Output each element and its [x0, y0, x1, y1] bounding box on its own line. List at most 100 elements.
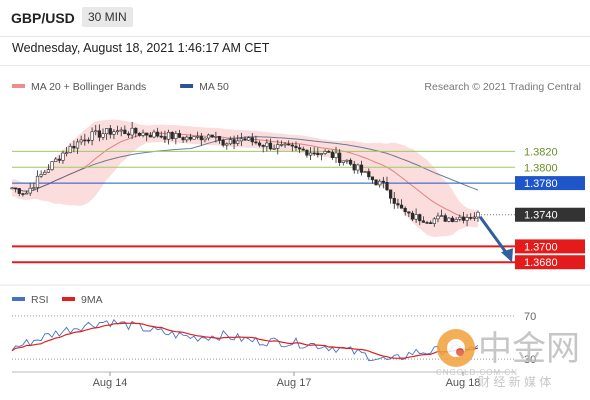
candle-body: [214, 136, 218, 138]
candle-body: [392, 198, 396, 204]
candle-body: [254, 141, 258, 144]
candle-body: [272, 147, 276, 150]
candle-body: [75, 141, 80, 149]
candle-body: [276, 144, 280, 149]
candle-body: [461, 216, 466, 221]
candle-body: [35, 175, 40, 188]
candle-body: [43, 171, 47, 175]
candle-body: [287, 143, 291, 146]
candle-body: [46, 169, 51, 173]
candle-body: [115, 130, 120, 133]
candle-body: [65, 152, 69, 154]
candle-body: [374, 179, 378, 186]
candle-body: [185, 136, 189, 141]
timeframe-badge[interactable]: 30 MIN: [82, 7, 133, 27]
candle-body: [447, 217, 451, 222]
candle-body: [348, 159, 353, 165]
candle-body: [156, 131, 160, 137]
candle-body: [57, 158, 61, 161]
candle-body: [268, 142, 273, 150]
candle-body: [330, 151, 334, 158]
candle-body: [94, 130, 98, 133]
candle-body: [210, 134, 214, 138]
candle-body: [174, 133, 178, 139]
bollinger-band: [12, 119, 478, 237]
rsi-legend-swatch: [62, 297, 75, 301]
candle-body: [105, 128, 109, 135]
candle-body: [166, 131, 171, 140]
candle-body: [436, 215, 440, 220]
watermark-site: CNGOLD.COM.CN: [436, 368, 518, 377]
candle-body: [301, 148, 305, 151]
candle-body: [312, 152, 316, 155]
candle-body: [239, 138, 243, 142]
level-label-box: [515, 176, 585, 191]
candle-body: [145, 132, 149, 136]
projection-arrow: [478, 215, 510, 257]
candle-body: [32, 187, 36, 189]
candle-body: [163, 136, 167, 140]
chart-legend: MA 20 + Bollinger Bands MA 50: [12, 81, 229, 93]
candle-body: [305, 149, 309, 156]
candle-body: [250, 137, 254, 143]
candle-body: [283, 143, 287, 146]
rsi-line: [11, 319, 479, 362]
x-tick-label: Aug 17: [277, 377, 312, 389]
candle-body: [389, 189, 393, 199]
candle-body: [429, 222, 433, 224]
candle-body: [21, 193, 25, 195]
candle-body: [101, 133, 105, 138]
x-tick-label: Aug 14: [93, 377, 128, 389]
candle-body: [217, 136, 222, 141]
candle-body: [352, 163, 356, 171]
candle-body: [356, 164, 360, 171]
watermark-slogan: 财 经 新 媒 体: [478, 374, 551, 389]
candle-body: [316, 152, 320, 156]
candle-body: [61, 152, 65, 161]
candle-body: [410, 212, 415, 220]
legend-swatch: [12, 84, 25, 88]
candle-body: [327, 151, 331, 153]
candle-body: [425, 222, 429, 224]
level-label: 1.3800: [524, 162, 558, 174]
candle-body: [298, 147, 302, 150]
candle-body: [123, 129, 127, 135]
candle-body: [79, 139, 83, 143]
candle-body: [72, 145, 76, 149]
candle-body: [50, 161, 54, 170]
rsi-legend-label: RSI: [31, 294, 49, 306]
candle-body: [152, 131, 156, 138]
candle-body: [407, 211, 411, 214]
candle-body: [472, 216, 476, 219]
candle-body: [54, 158, 58, 162]
candle-body: [141, 132, 145, 136]
candle-body: [359, 164, 364, 173]
candle-body: [396, 203, 400, 206]
candle-body: [137, 132, 142, 136]
candle-body: [148, 134, 152, 138]
candle-body: [83, 139, 87, 142]
candle-body: [421, 220, 425, 223]
candle-body: [381, 180, 385, 183]
candle-body: [469, 217, 473, 219]
candle-body: [196, 136, 200, 138]
candle-body: [363, 171, 367, 173]
level-label-box: [515, 239, 585, 254]
legend-item-label: MA 50: [199, 81, 229, 93]
candle-body: [134, 127, 138, 134]
candle-body: [17, 188, 21, 194]
rsi-legend-swatch: [12, 297, 25, 301]
candle-body: [192, 136, 196, 140]
candle-body: [385, 182, 389, 191]
candle-body: [418, 214, 422, 222]
candle-body: [130, 127, 134, 136]
candle-body: [294, 145, 298, 148]
level-label: 1.3700: [524, 241, 558, 253]
level-label-box: [515, 207, 585, 222]
candle-body: [68, 145, 72, 153]
candle-body: [24, 192, 29, 195]
candle-body: [170, 131, 174, 139]
candle-body: [290, 144, 294, 147]
